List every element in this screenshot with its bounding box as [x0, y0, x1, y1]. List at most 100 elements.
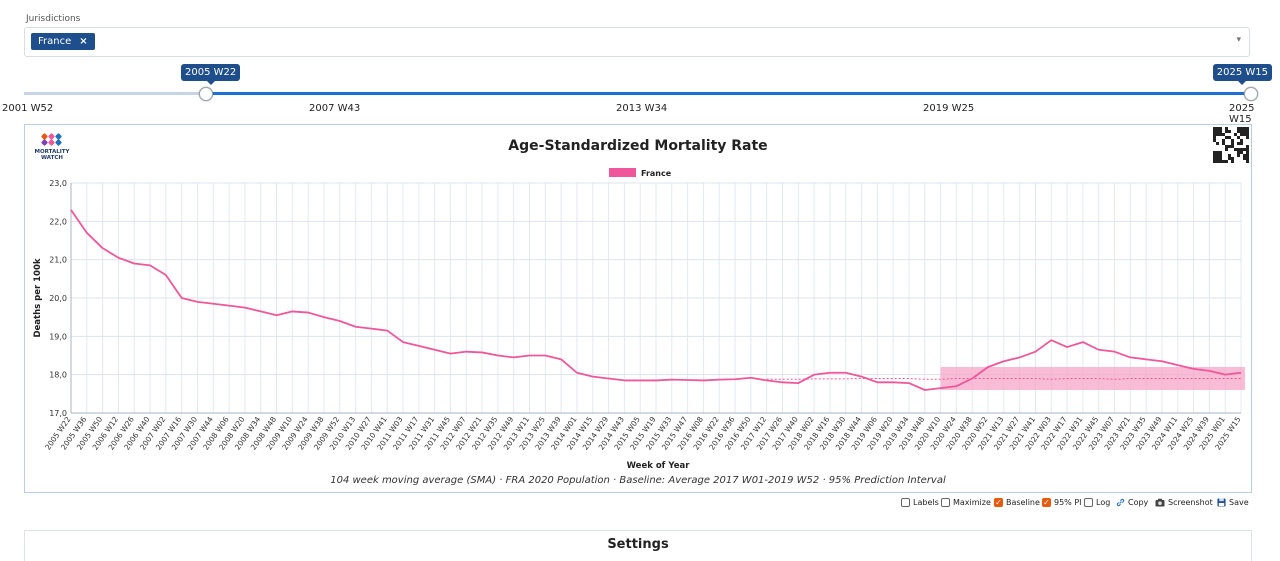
qr-code-module — [1216, 142, 1219, 145]
copy-label: Copy — [1128, 497, 1149, 507]
qr-code-module — [1240, 142, 1243, 145]
logo-mark — [55, 139, 62, 146]
save-button[interactable]: Save — [1217, 496, 1249, 508]
qr-code-module — [1216, 133, 1219, 136]
qr-code-module — [1213, 133, 1216, 136]
jurisdiction-chip-france: France × — [31, 33, 95, 50]
qr-code-module — [1225, 145, 1228, 148]
qr-code-module — [1240, 139, 1243, 142]
qr-code-module — [1240, 148, 1243, 151]
screenshot-label: Screenshot — [1168, 497, 1213, 507]
qr-code-module — [1243, 154, 1246, 157]
qr-code-module — [1228, 130, 1231, 133]
qr-code-module — [1231, 157, 1234, 160]
pi-toggle[interactable]: ✓ 95% PI — [1042, 496, 1082, 508]
qr-code-module — [1243, 133, 1246, 136]
baseline-option-label: Baseline — [1006, 497, 1040, 507]
chevron-down-icon[interactable]: ▾ — [1236, 35, 1241, 45]
slider-start-tooltip: 2005 W22 — [181, 64, 241, 85]
qr-code-module — [1243, 148, 1246, 151]
qr-code-module — [1228, 136, 1231, 139]
qr-code-module — [1213, 139, 1216, 142]
qr-code-module — [1219, 133, 1222, 136]
qr-code-module — [1240, 133, 1243, 136]
pi-checkbox[interactable]: ✓ — [1042, 497, 1051, 507]
qr-code-module — [1243, 127, 1246, 130]
chip-remove-icon[interactable]: × — [79, 36, 88, 47]
qr-code-module — [1246, 130, 1249, 133]
qr-code-module — [1231, 142, 1234, 145]
slider-tick-label: 2019 W25 — [923, 103, 975, 114]
qr-code-module — [1237, 154, 1240, 157]
chart-container: 17,0 18,0 19,0 20,0 21,0 22,0 23,0 2005 W22 2005… — [24, 124, 1252, 493]
chip-label: France — [38, 36, 72, 47]
save-label: Save — [1229, 497, 1249, 507]
qr-code-module — [1237, 136, 1240, 139]
qr-code-module — [1228, 154, 1231, 157]
qr-code-module — [1246, 127, 1249, 130]
qr-code-module — [1213, 154, 1216, 157]
series-line-france — [70, 209, 1242, 391]
pi-option-label: 95% PI — [1054, 497, 1082, 507]
labels-checkbox[interactable] — [901, 497, 910, 507]
slider-tick-label: 2001 W52 — [2, 103, 54, 114]
qr-code-module — [1237, 151, 1240, 154]
qr-code-module — [1222, 133, 1225, 136]
qr-code-module — [1246, 154, 1249, 157]
qr-code-module — [1243, 157, 1246, 160]
qr-code-module — [1219, 160, 1222, 163]
qr-code-module — [1234, 133, 1237, 136]
maximize-toggle[interactable]: Maximize — [941, 496, 991, 508]
qr-code-module — [1240, 127, 1243, 130]
qr-code-module — [1216, 127, 1219, 130]
y-tick-label: 23,0 — [49, 179, 67, 188]
qr-code-module — [1213, 127, 1216, 130]
y-tick-label: 22,0 — [49, 217, 67, 226]
legend-swatch — [609, 168, 636, 177]
y-tick-label: 17,0 — [49, 409, 67, 418]
qr-code-module — [1219, 151, 1222, 154]
maximize-checkbox[interactable] — [941, 497, 950, 507]
logo-mark — [41, 133, 48, 140]
screenshot-button[interactable]: Screenshot — [1155, 496, 1213, 508]
slider-tick-label: 2025 W15 — [1229, 103, 1255, 125]
qr-code-module — [1225, 160, 1228, 163]
qr-code-module — [1213, 151, 1216, 154]
qr-code-module — [1234, 148, 1237, 151]
qr-code-module — [1246, 148, 1249, 151]
qr-code-module — [1231, 139, 1234, 142]
qr-code-module — [1216, 151, 1219, 154]
link-icon — [1116, 498, 1125, 506]
slider-start-handle[interactable] — [199, 87, 213, 101]
labels-toggle[interactable]: Labels — [901, 496, 939, 508]
x-axis-label: Week of Year — [627, 461, 691, 471]
qr-code-module — [1225, 136, 1228, 139]
slider-end-tooltip: 2025 W15 — [1212, 64, 1272, 85]
qr-code-module — [1222, 160, 1225, 163]
qr-code-module — [1219, 154, 1222, 157]
qr-code-module — [1237, 130, 1240, 133]
jurisdictions-select[interactable]: France × ▾ — [24, 27, 1250, 57]
logo-mark — [48, 139, 55, 146]
slider-tick-label: 2013 W34 — [616, 103, 668, 114]
baseline-toggle[interactable]: ✓ Baseline — [994, 496, 1040, 508]
qr-code-module — [1213, 130, 1216, 133]
qr-code-module — [1219, 127, 1222, 130]
qr-code-module — [1213, 157, 1216, 160]
date-range-slider[interactable]: 2005 W22 2025 W15 — [24, 64, 1272, 101]
qr-code-module — [1228, 145, 1231, 148]
slider-end-handle[interactable] — [1244, 87, 1258, 101]
qr-code-module — [1243, 130, 1246, 133]
baseline-checkbox[interactable]: ✓ — [994, 497, 1003, 507]
qr-code-module — [1246, 145, 1249, 148]
qr-code-module — [1228, 157, 1231, 160]
slider-range — [205, 92, 1252, 95]
qr-code-module — [1213, 136, 1216, 139]
log-checkbox[interactable] — [1084, 497, 1093, 507]
legend-label: France — [641, 169, 672, 178]
log-toggle[interactable]: Log — [1084, 496, 1110, 508]
qr-code-module — [1231, 160, 1234, 163]
copy-button[interactable]: Copy — [1116, 496, 1148, 508]
camera-icon — [1155, 498, 1165, 506]
